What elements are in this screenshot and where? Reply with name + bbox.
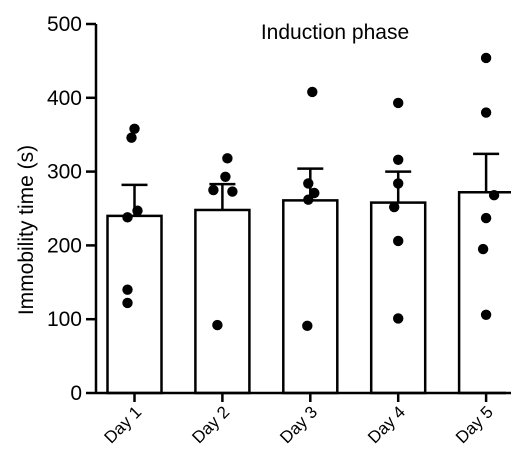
bar-3 (282, 199, 339, 395)
data-point (480, 212, 492, 224)
x-tick-label: Day 3 (276, 402, 321, 447)
data-point (480, 52, 492, 64)
bar-5 (457, 191, 511, 395)
chart-title: Induction phase (261, 21, 409, 44)
y-tick-label: 0 (70, 382, 82, 405)
data-point (309, 187, 320, 199)
data-point (222, 153, 233, 164)
data-point (477, 243, 489, 255)
plot-area: 0 100 200 300 400 500 Day 1 Day 2 Day 3 Day 4 Day … (47, 13, 511, 447)
data-point (122, 212, 133, 223)
data-point (227, 186, 238, 197)
y-tick-label: 400 (47, 87, 82, 110)
x-tick-label: Day 4 (364, 402, 409, 447)
y-tick-label: 100 (47, 308, 82, 331)
data-point (480, 107, 492, 118)
data-point (220, 171, 231, 182)
x-tick-label: Day 5 (452, 402, 497, 447)
data-point (393, 235, 404, 247)
data-point (307, 86, 318, 98)
data-point (480, 309, 492, 320)
bar-1 (106, 214, 163, 395)
data-point (389, 201, 400, 213)
data-point (393, 97, 404, 109)
bar-2 (194, 208, 251, 395)
y-tick-label: 500 (47, 13, 82, 36)
data-point (393, 313, 404, 324)
data-point (303, 178, 314, 189)
x-tick-label: Day 1 (100, 402, 145, 447)
y-axis-title: Immobility time (s) (15, 145, 38, 315)
data-point (122, 284, 133, 295)
data-point (129, 123, 140, 134)
data-point (302, 320, 313, 332)
data-point (208, 184, 219, 196)
y-tick-label: 300 (47, 161, 82, 184)
data-point (393, 178, 404, 189)
data-point (212, 319, 223, 331)
data-point (393, 154, 404, 165)
data-point (488, 190, 500, 201)
data-point (303, 194, 314, 205)
x-tick-label: Day 2 (188, 402, 233, 447)
data-point (126, 132, 137, 143)
y-tick-label: 200 (47, 234, 82, 257)
bar-4 (369, 201, 427, 395)
data-point (122, 297, 133, 309)
data-point (132, 205, 143, 216)
